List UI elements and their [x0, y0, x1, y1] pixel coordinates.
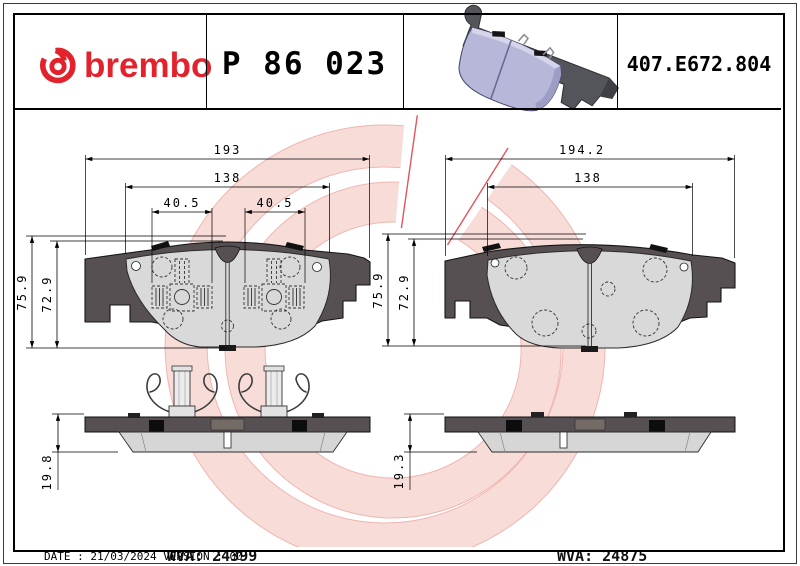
right-wva-value: 24875	[602, 547, 648, 565]
right-wva-label: WVA:	[557, 547, 594, 565]
part-number: P 86 023	[221, 46, 388, 82]
right-bottom-tab	[581, 346, 598, 352]
right-pad-reference: WVA: 24875 QTY: x2	[557, 513, 647, 566]
right-top-tab-1	[482, 243, 501, 252]
revision-line: DATE : 21/03/2024 VERSION : 00	[44, 550, 243, 563]
left-top-tab-2	[285, 242, 304, 251]
brembo-logo: brembo	[37, 46, 212, 86]
dim-label-right-width-outer: 194.2	[559, 143, 605, 157]
left-bottom-tab	[219, 345, 236, 351]
left-edge-friction	[118, 431, 348, 453]
right-drawing-front-view	[444, 243, 736, 352]
dim-label-left-height-inner: 72.9	[40, 276, 54, 313]
dim-label-left-clip-left: 40.5	[164, 196, 201, 210]
left-friction-material	[125, 249, 331, 348]
header-divider-1	[206, 15, 207, 109]
brand-wordmark: brembo	[84, 46, 213, 85]
header-divider-3	[617, 15, 618, 109]
catalog-number: 407.E672.804	[626, 52, 772, 76]
left-clip-assembly-1	[151, 258, 213, 312]
header-divider-2	[403, 15, 404, 109]
brembo-logo-icon	[40, 47, 76, 84]
left-clip-posts	[168, 365, 288, 418]
dim-label-right-width-inner: 138	[574, 171, 602, 185]
left-dimensions: 193 138 40.5 40.5 75.9 72.9 19.8	[15, 143, 370, 490]
dim-label-left-thickness: 19.8	[40, 454, 54, 491]
brake-pad-photo	[458, 4, 619, 112]
left-drawing-front-view	[84, 241, 371, 351]
right-top-tab-2	[649, 244, 668, 253]
right-dimensions: 194.2 138 75.9 72.9 19.3	[371, 143, 735, 490]
left-top-tab-1	[151, 241, 170, 251]
dim-label-left-width-outer: 193	[214, 143, 242, 157]
version-value: 00	[229, 550, 243, 563]
dim-label-left-width-inner: 138	[214, 171, 242, 185]
date-label: DATE :	[44, 550, 84, 563]
dim-label-right-height-outer: 75.9	[371, 272, 385, 309]
header-bottom-rule	[15, 108, 781, 110]
version-label: VERSION :	[163, 550, 223, 563]
right-drawing-edge-view	[444, 412, 736, 453]
dim-label-right-thickness: 19.3	[392, 453, 406, 490]
left-clip-assembly-2	[243, 258, 305, 312]
date-value: 21/03/2024	[90, 550, 157, 563]
right-friction-material	[486, 250, 693, 349]
title-block: brembo P 86 023 407.E672.804	[15, 4, 781, 112]
dim-label-left-clip-right: 40.5	[257, 196, 294, 210]
dim-label-right-height-inner: 72.9	[397, 274, 411, 311]
left-spring-clips	[146, 373, 310, 413]
right-edge-friction	[477, 431, 712, 453]
left-drawing-edge-view	[84, 365, 371, 453]
dim-label-left-height-outer: 75.9	[15, 274, 29, 311]
left-top-notch	[214, 245, 241, 263]
right-top-notch	[576, 246, 603, 264]
